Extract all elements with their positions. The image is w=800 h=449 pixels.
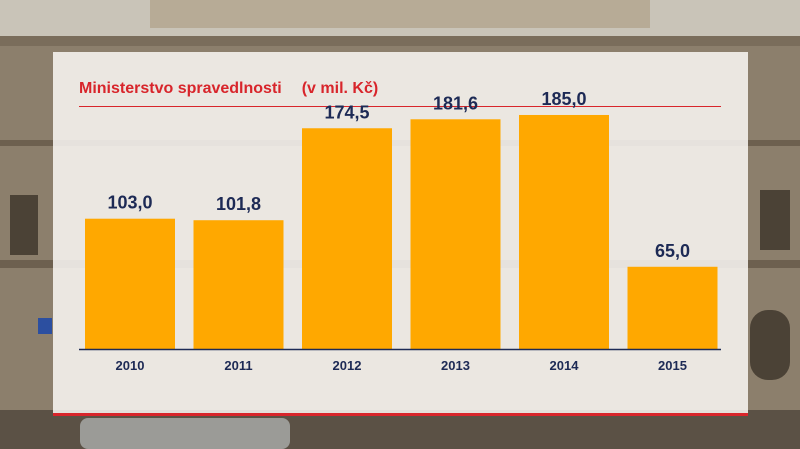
bar-2011 [193,220,284,349]
bar-2012 [302,128,392,349]
x-tick-label-2010: 2010 [116,358,145,373]
value-label-2013: 181,6 [433,93,478,113]
title-underline [79,106,721,107]
x-tick-label-2014: 2014 [550,358,580,373]
value-label-2015: 65,0 [655,241,690,261]
x-tick-label-2013: 2013 [441,358,470,373]
x-tick-label-2012: 2012 [333,358,362,373]
x-tick-label-2015: 2015 [658,358,687,373]
bar-2015 [627,266,718,349]
panel-bottom-accent [53,413,748,416]
value-label-2010: 103,0 [107,193,152,213]
bar-2014 [519,114,609,349]
bar-2013 [410,119,501,349]
chart-unit-label: (v mil. Kč) [301,80,379,97]
chart-title: Ministerstvo spravedlnosti (v mil. Kč) [79,80,378,98]
value-label-2014: 185,0 [541,89,586,109]
bar-2010 [85,218,175,349]
chart-title-text: Ministerstvo spravedlnosti [79,80,282,97]
x-tick-label-2011: 2011 [224,358,252,373]
value-label-2011: 101,8 [216,194,261,214]
value-label-2012: 174,5 [324,102,369,122]
